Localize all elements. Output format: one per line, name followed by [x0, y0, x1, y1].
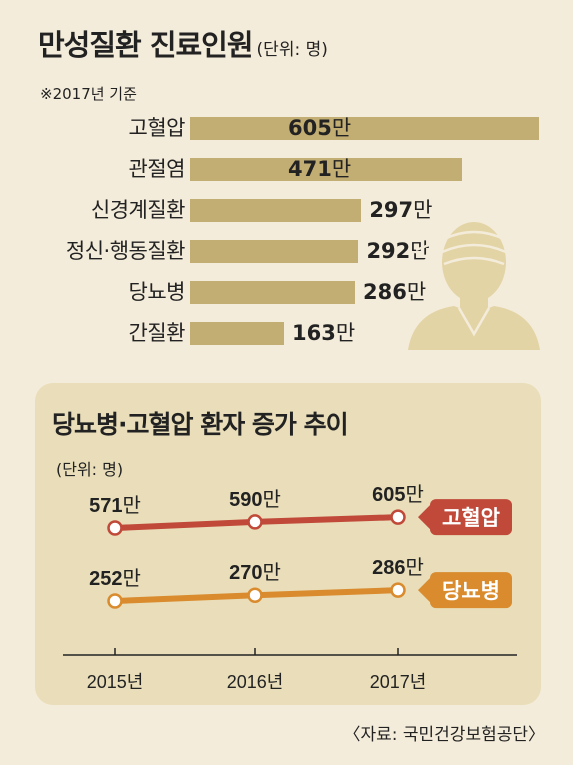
- data-point: [107, 593, 123, 609]
- bar-category-label: 신경계질환: [90, 198, 186, 222]
- bar-value-label: 292만: [366, 239, 430, 263]
- trend-unit: (단위: 명): [56, 460, 124, 479]
- bar-value-label: 605만: [288, 116, 352, 140]
- data-point: [390, 509, 406, 525]
- bar: [190, 322, 285, 345]
- series-tag-pointer: [418, 576, 432, 605]
- x-tick-label: 2016년: [227, 672, 284, 692]
- chart-title-text: 만성질환 진료인원: [38, 28, 254, 62]
- data-point: [390, 582, 406, 598]
- data-point: [247, 587, 263, 603]
- bar: [190, 117, 539, 140]
- data-label: 590만: [229, 488, 281, 511]
- bar-value-label: 471만: [288, 157, 352, 181]
- bar-category-label: 간질환: [128, 321, 186, 345]
- bar-category-label: 당뇨병: [128, 280, 186, 304]
- data-label: 605만: [372, 483, 424, 506]
- data-point: [107, 520, 123, 536]
- chart-title: 만성질환 진료인원 (단위: 명): [38, 22, 328, 64]
- bar: [190, 158, 462, 181]
- series-tag-pointer: [418, 503, 432, 532]
- bar-value-label: 297만: [369, 198, 433, 222]
- bar-value-label: 163만: [292, 321, 356, 345]
- trend-title: 당뇨병·고혈압 환자 증가 추이: [52, 410, 349, 439]
- data-label: 252만: [89, 567, 141, 590]
- bar-row: 신경계질환 297만: [0, 196, 573, 224]
- bar-row: 고혈압 605만: [0, 114, 573, 142]
- bar-category-label: 고혈압: [128, 116, 186, 140]
- bar-value-label: 286만: [362, 280, 427, 304]
- series-tag: [430, 572, 512, 609]
- series-tag: [430, 499, 512, 536]
- chart-unit: (단위: 명): [256, 40, 328, 60]
- bar-row: 간질환 163만: [0, 319, 573, 347]
- source-note: 〈자료: 국민건강보험공단〉: [343, 725, 545, 745]
- data-point: [247, 514, 263, 530]
- reference-note: ※2017년 기준: [40, 85, 137, 103]
- series-name-label: 당뇨병: [442, 579, 500, 603]
- bar-row: 정신·행동질환 292만: [0, 237, 573, 265]
- data-label: 571만: [89, 494, 141, 517]
- bar: [190, 199, 362, 222]
- bar: [190, 240, 359, 263]
- bar-category-label: 관절염: [128, 157, 186, 181]
- data-label: 286만: [372, 556, 424, 579]
- bar: [190, 281, 355, 304]
- trend-panel: [35, 383, 541, 705]
- x-tick-label: 2015년: [87, 672, 144, 692]
- series-name-label: 고혈압: [442, 506, 500, 530]
- x-tick-label: 2017년: [370, 672, 427, 692]
- bar-category-label: 정신·행동질환: [65, 239, 186, 263]
- patient-illustration: [408, 222, 540, 350]
- bar-row: 당뇨병 286만: [0, 278, 573, 306]
- bar-row: 관절염 471만: [0, 155, 573, 183]
- data-label: 270만: [229, 561, 281, 584]
